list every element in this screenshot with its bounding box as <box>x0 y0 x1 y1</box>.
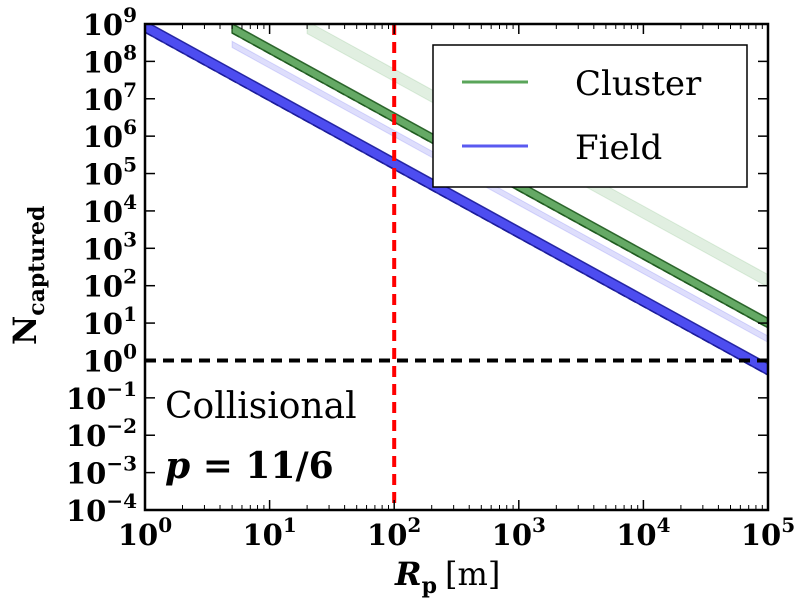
x-axis-label-sub: p <box>422 573 437 599</box>
x-tick-label: 105 <box>741 513 795 552</box>
annotation: Collisional p = 11/6 <box>165 386 357 487</box>
y-tick-label: 108 <box>83 40 137 79</box>
x-axis-label-unit: [m] <box>445 555 500 593</box>
y-tick-label: 101 <box>83 302 137 341</box>
y-tick-label: 105 <box>83 153 137 192</box>
reference-lines <box>145 24 768 510</box>
legend-field-label: Field <box>575 128 662 168</box>
y-tick-label: 10−4 <box>66 489 137 528</box>
y-tick-label: 10−3 <box>66 452 137 491</box>
y-tick-label: 102 <box>83 265 137 304</box>
plot-frame <box>143 22 770 512</box>
annotation-p-value: p = 11/6 <box>165 445 334 487</box>
x-tick-label: 104 <box>616 513 670 552</box>
x-axis-label: Rp [m] <box>394 555 500 599</box>
y-axis-label-main: N <box>6 316 44 345</box>
y-axis-label: Ncaptured <box>6 206 50 345</box>
legend-cluster-label: Cluster <box>575 64 702 104</box>
annotation-p-var: p <box>165 445 190 487</box>
x-axis-label-main: R <box>394 555 422 593</box>
band-2 <box>231 40 768 343</box>
x-tick-label: 101 <box>242 513 296 552</box>
x-tick-label: 100 <box>118 513 172 552</box>
axis-ticks: 100 101 102 103 104 10510−410−310−210−1100101… <box>66 3 795 552</box>
legend-box <box>432 44 748 188</box>
annotation-p-eq: = 11/6 <box>190 445 334 487</box>
y-tick-label: 104 <box>83 190 137 229</box>
annotation-collisional: Collisional <box>165 386 357 427</box>
y-tick-label: 10−2 <box>66 414 137 453</box>
legend: Cluster Field <box>432 44 748 188</box>
y-axis-label-sub: captured <box>24 206 50 316</box>
y-tick-label: 100 <box>83 339 137 378</box>
y-tick-label: 109 <box>83 3 137 42</box>
y-tick-label: 10−1 <box>66 377 137 416</box>
x-tick-label: 103 <box>492 513 546 552</box>
y-tick-label: 106 <box>83 115 137 154</box>
y-tick-label: 103 <box>83 227 137 266</box>
x-tick-label: 102 <box>367 513 421 552</box>
y-tick-label: 107 <box>83 78 137 117</box>
band-3 <box>145 24 768 376</box>
band-3-lower-edge <box>145 31 768 376</box>
